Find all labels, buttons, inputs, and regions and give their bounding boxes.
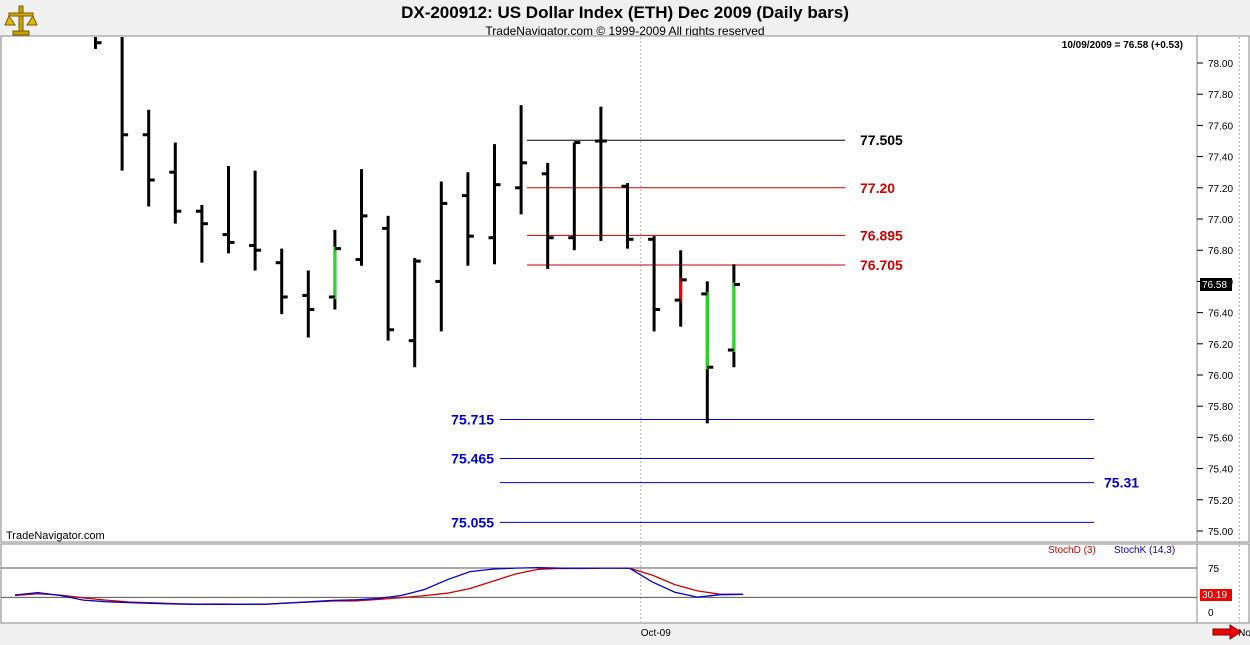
stochastic-layer: 75 0: [1, 564, 1220, 619]
stoch-last-value-box: [1200, 589, 1232, 601]
ohlc-bar: [275, 248, 288, 315]
ohlc-bar: [408, 258, 421, 368]
y-tick-label: 75.40: [1208, 465, 1233, 476]
legend-stochk: StochK (14,3): [1114, 545, 1175, 556]
ohlc-bar: [435, 181, 448, 332]
chart-title: DX-200912: US Dollar Index (ETH) Dec 200…: [401, 3, 849, 22]
y-tick-label: 75.60: [1208, 433, 1233, 444]
y-tick-label: 76.80: [1208, 246, 1233, 257]
chart-subtitle: TradeNavigator.com © 1999-2009 All right…: [485, 24, 765, 38]
ohlc-bar: [94, 37, 102, 49]
grid-layer: [640, 37, 1240, 622]
y-tick-label: 78.00: [1208, 59, 1233, 70]
last-price-box: [1200, 278, 1232, 291]
ohlc-bar: [195, 204, 208, 263]
ohlc-bar: [727, 264, 740, 368]
stoch-y-tick-label: 0: [1208, 608, 1214, 619]
levels-layer: 77.505 77.20 76.895 76.705 75.715 75.465 75.31…: [451, 132, 1139, 530]
tradenavigator-logo-icon: [4, 3, 38, 37]
status-readout: 10/09/2009 = 76.58 (+0.53): [1062, 40, 1183, 51]
x-tick-label: Oct-09: [641, 628, 671, 639]
y-tick-label: 77.60: [1208, 121, 1233, 132]
ohlc-bar: [648, 236, 661, 332]
indicator-panel[interactable]: [0, 543, 1198, 624]
ohlc-bar: [541, 162, 554, 269]
ohlc-bar: [382, 215, 395, 341]
legend-stochd: StochD (3): [1048, 545, 1096, 556]
y-tick-label: 75.80: [1208, 402, 1233, 413]
ohlc-bar: [488, 144, 501, 265]
y-tick-label: 77.80: [1208, 90, 1233, 101]
y-tick-label: 75.00: [1208, 527, 1233, 538]
ohlc-bar: [461, 172, 474, 266]
y-tick-label: 77.00: [1208, 215, 1233, 226]
level-label: 75.055: [451, 514, 494, 530]
y-tick-label: 77.40: [1208, 153, 1233, 164]
ohlc-bar: [515, 105, 528, 215]
price-panel[interactable]: [0, 35, 1198, 543]
indicator-axis-panel: [1196, 543, 1250, 624]
ohlc-bar: [355, 169, 368, 266]
stoch-last-value-label: 30.19: [1202, 590, 1227, 601]
level-label: 77.20: [860, 180, 895, 196]
ohlc-bar: [621, 183, 634, 249]
ohlc-bar: [249, 170, 262, 271]
ohlc-bar: [120, 37, 129, 171]
level-label: 75.715: [451, 411, 494, 427]
ohlc-bar: [302, 270, 315, 338]
x-tick-label: Nov-09: [1238, 628, 1250, 639]
scroll-right-arrow-icon[interactable]: [1212, 624, 1242, 640]
stoch-y-tick-label: 75: [1208, 564, 1220, 575]
level-label: 76.895: [860, 227, 903, 243]
ohlc-bar: [328, 229, 341, 310]
level-label: 77.505: [860, 132, 903, 148]
y-tick-label: 76.40: [1208, 309, 1233, 320]
ohlc-bar: [701, 281, 714, 424]
ohlc-bar: [568, 141, 581, 251]
stochk-line: [14, 566, 744, 605]
last-price-label: 76.58: [1202, 280, 1227, 291]
level-label: 75.31: [1104, 475, 1139, 491]
ohlc-bar: [142, 109, 155, 207]
ohlc-bar: [674, 250, 687, 327]
level-label: 75.465: [451, 450, 494, 466]
ohlc-bar: [594, 106, 607, 241]
price-bars: [94, 37, 740, 424]
date-axis: Oct-09 Nov-09: [641, 628, 1250, 639]
y-tick-label: 75.20: [1208, 496, 1233, 507]
level-label: 76.705: [860, 257, 903, 273]
watermark-text: TradeNavigator.com: [6, 530, 105, 542]
y-tick-label: 76.20: [1208, 340, 1233, 351]
ohlc-bar: [169, 142, 182, 224]
ohlc-bar: [222, 165, 235, 254]
y-tick-label: 76.00: [1208, 371, 1233, 382]
y-tick-label: 77.20: [1208, 184, 1233, 195]
